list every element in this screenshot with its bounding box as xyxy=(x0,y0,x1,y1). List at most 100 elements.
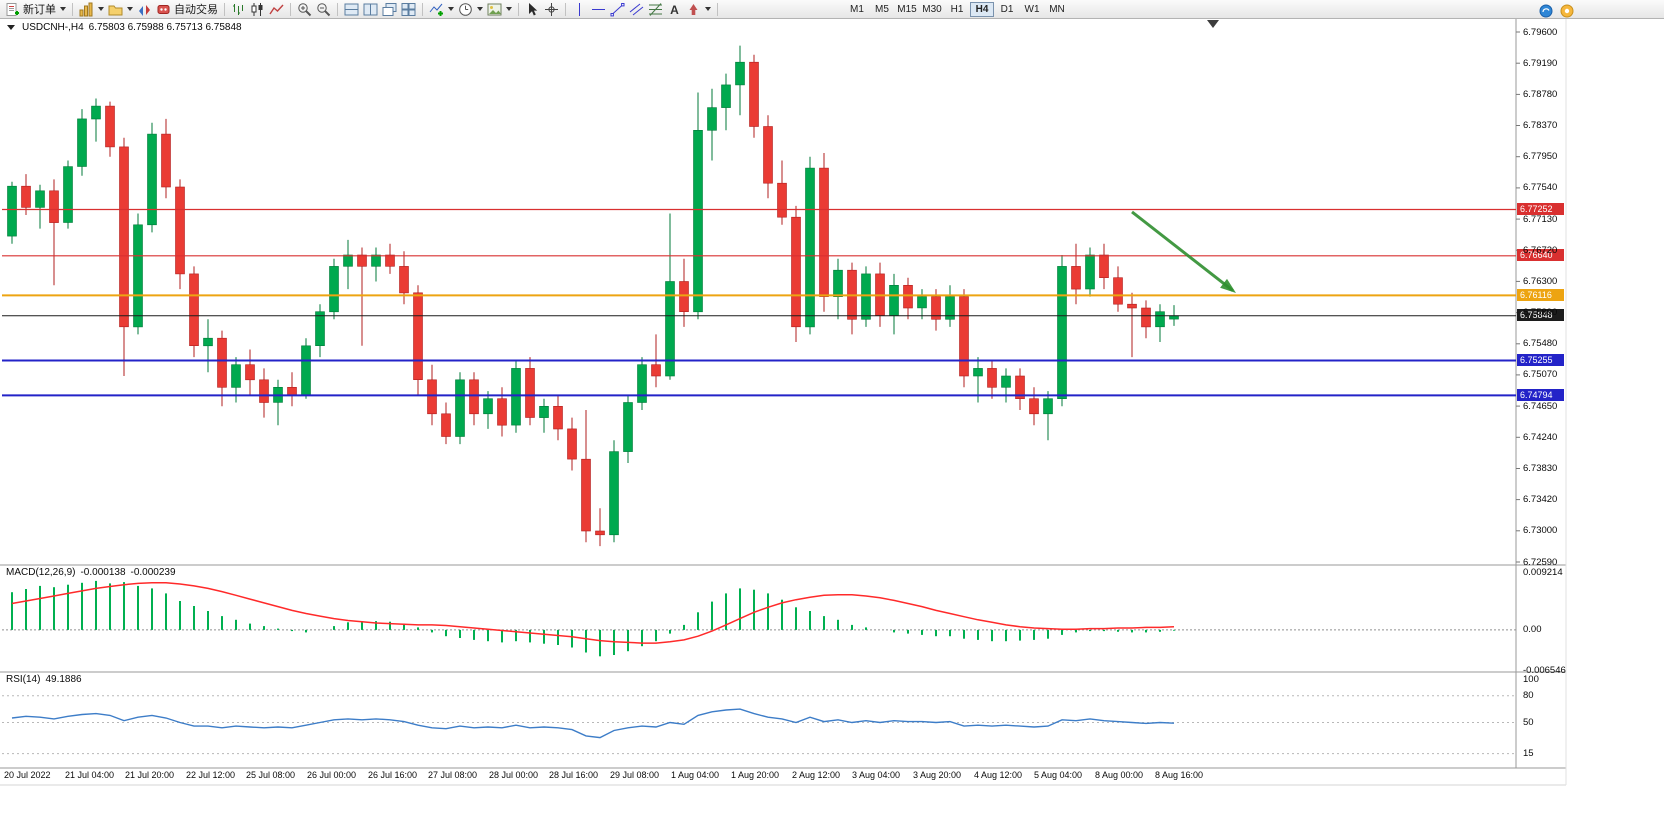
trendline-button[interactable] xyxy=(608,1,627,18)
tile-vertical-button[interactable] xyxy=(361,1,380,18)
autotrading-label: 自动交易 xyxy=(174,4,218,16)
timeframe-m5-button[interactable]: M5 xyxy=(870,2,894,17)
timeframe-m15-button[interactable]: M15 xyxy=(895,2,919,17)
candle-body xyxy=(889,284,899,316)
candlestick-chart-button[interactable] xyxy=(248,1,267,18)
timeframe-toolbar: M1 M5 M15 M30 H1 H4 D1 W1 MN xyxy=(845,2,1069,17)
periods-button[interactable] xyxy=(456,1,485,18)
candle-body xyxy=(539,405,549,418)
candle-body xyxy=(133,224,143,328)
arrange-windows-button[interactable] xyxy=(399,1,418,18)
text-label-icon: A xyxy=(667,2,682,17)
horizontal-line-button[interactable] xyxy=(589,1,608,18)
new-order-icon xyxy=(5,2,20,17)
rsi-value: 49.1886 xyxy=(45,674,82,685)
cursor-icon xyxy=(525,2,540,17)
candle-body xyxy=(287,386,297,396)
timeframe-m1-button[interactable]: M1 xyxy=(845,2,869,17)
timeframe-w1-button[interactable]: W1 xyxy=(1020,2,1044,17)
market-watch-button[interactable] xyxy=(135,1,154,18)
news-icon xyxy=(1560,4,1574,18)
bar-chart-button[interactable] xyxy=(229,1,248,18)
clock-icon xyxy=(458,2,473,17)
fibonacci-button[interactable] xyxy=(646,1,665,18)
candle-body xyxy=(917,296,927,309)
bar-chart-icon xyxy=(231,2,246,17)
templates-button[interactable] xyxy=(485,1,514,18)
profiles-button[interactable] xyxy=(106,1,135,18)
candle-body xyxy=(1127,303,1137,309)
candle-body xyxy=(35,190,45,208)
equidistant-channel-icon xyxy=(629,2,644,17)
cascade-windows-button[interactable] xyxy=(380,1,399,18)
candle-body xyxy=(553,405,563,430)
chart-shift-marker[interactable] xyxy=(1207,20,1219,28)
candle-body xyxy=(791,216,801,328)
zoom-out-icon xyxy=(316,2,331,17)
crosshair-button[interactable] xyxy=(542,1,561,18)
crosshair-icon xyxy=(544,2,559,17)
zoom-in-icon xyxy=(297,2,312,17)
zoom-out-button[interactable] xyxy=(314,1,333,18)
candle-body xyxy=(371,254,381,267)
candle-body xyxy=(343,254,353,267)
autotrading-button[interactable]: 自动交易 xyxy=(154,1,220,18)
candle-body xyxy=(1085,254,1095,290)
candle-body xyxy=(973,368,983,377)
community-button[interactable] xyxy=(1537,2,1555,19)
timeframe-d1-button[interactable]: D1 xyxy=(995,2,1019,17)
macd-indicator-label: MACD(12,26,9) -0.000138 -0.000239 xyxy=(6,567,176,578)
channel-button[interactable] xyxy=(627,1,646,18)
cascade-windows-icon xyxy=(382,2,397,17)
candle-body xyxy=(693,130,703,313)
candle-body xyxy=(861,273,871,320)
zoom-in-button[interactable] xyxy=(295,1,314,18)
candle-body xyxy=(385,254,395,267)
arrows-button[interactable] xyxy=(684,1,713,18)
arrow-objects-icon xyxy=(686,2,701,17)
timeframe-h1-button[interactable]: H1 xyxy=(945,2,969,17)
line-chart-button[interactable] xyxy=(267,1,286,18)
main-toolbar: 新订单 自动交易 A xyxy=(0,0,1664,19)
toolbar-separator xyxy=(717,2,718,16)
chevron-down-icon xyxy=(705,7,711,11)
text-button[interactable]: A xyxy=(665,1,684,18)
chevron-down-icon xyxy=(60,7,66,11)
community-icon xyxy=(1539,4,1553,18)
trend-arrow-head[interactable] xyxy=(1220,278,1236,293)
chevron-down-icon xyxy=(98,7,104,11)
candle-body xyxy=(497,398,507,426)
news-button[interactable] xyxy=(1558,2,1576,19)
candle-body xyxy=(987,368,997,388)
candle-body xyxy=(259,379,269,403)
candle-body xyxy=(1029,398,1039,415)
timeframe-h4-button[interactable]: H4 xyxy=(970,2,994,17)
new-chart-button[interactable] xyxy=(77,1,106,18)
trend-arrow-line[interactable] xyxy=(1131,210,1234,292)
indicators-icon xyxy=(429,2,444,17)
fibonacci-retracement-icon xyxy=(648,2,663,17)
candle-body xyxy=(1043,398,1053,415)
tile-horizontal-button[interactable] xyxy=(342,1,361,18)
new-order-label: 新订单 xyxy=(23,4,56,16)
cursor-button[interactable] xyxy=(523,1,542,18)
candle-body xyxy=(581,458,591,532)
candle-body xyxy=(525,368,535,418)
rsi-indicator-label: RSI(14) 49.1886 xyxy=(6,674,82,685)
candle-body xyxy=(1099,254,1109,279)
window-menu-icon[interactable] xyxy=(7,25,15,30)
indicators-button[interactable] xyxy=(427,1,456,18)
candle-body xyxy=(651,364,661,377)
toolbar-separator xyxy=(224,2,225,16)
toolbar-separator xyxy=(422,2,423,16)
tile-horizontal-icon xyxy=(344,2,359,17)
timeframe-mn-button[interactable]: MN xyxy=(1045,2,1069,17)
candle-body xyxy=(357,254,367,267)
timeframe-m30-button[interactable]: M30 xyxy=(920,2,944,17)
new-order-button[interactable]: 新订单 xyxy=(3,1,68,18)
candle-body xyxy=(959,296,969,377)
vertical-line-button[interactable] xyxy=(570,1,589,18)
chevron-down-icon xyxy=(477,7,483,11)
candle-body xyxy=(469,379,479,415)
